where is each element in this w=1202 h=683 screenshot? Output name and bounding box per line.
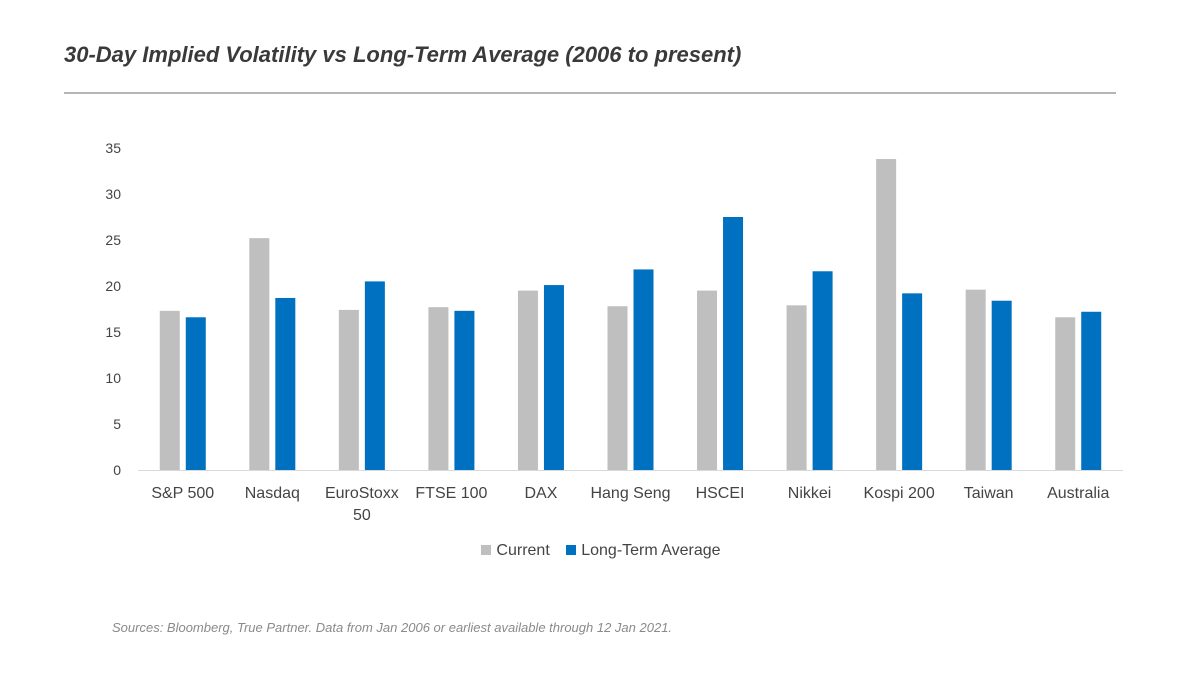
y-tick-label: 10 [105,370,121,386]
y-tick-label: 5 [113,416,121,432]
y-tick-label: 15 [105,324,121,340]
bar-current [338,309,359,470]
x-tick-label: Hang Seng [590,485,670,502]
legend: Current Long-Term Average [0,542,1202,560]
chart-title: 30-Day Implied Volatility vs Long-Term A… [64,42,742,67]
x-tick-label: Kospi 200 [864,485,935,502]
bar-long-term-average [543,285,564,470]
bar-long-term-average [902,293,923,470]
bar-current [428,307,449,470]
bar-current [876,159,897,471]
bar-long-term-average [723,217,744,470]
bar-long-term-average [991,300,1012,470]
y-tick-label: 30 [105,186,121,202]
x-tick-label: Australia [1047,485,1109,502]
legend-item-long-term: Long-Term Average [566,542,721,560]
bar-long-term-average [633,269,654,470]
x-tick-label: DAX [525,485,558,502]
legend-swatch-long-term [566,545,577,555]
x-tick-label: HSCEI [696,485,745,502]
bar-current [517,290,538,470]
bar-current [249,238,270,470]
bar-current [607,306,628,470]
bar-long-term-average [454,310,475,470]
bar-current [159,310,180,470]
bar-current [697,290,718,470]
bar-current [1055,317,1076,470]
title-divider [64,92,1116,94]
x-tick-label: Taiwan [964,485,1014,502]
y-tick-label: 0 [113,462,121,478]
y-tick-label: 35 [105,140,121,156]
y-tick-label: 20 [105,278,121,294]
x-tick-label: S&P 500 [151,485,214,502]
legend-label-current: Current [496,542,550,559]
x-tick-label: Nasdaq [245,485,300,502]
x-tick-label: EuroStoxx 50 [325,485,399,524]
y-tick-label: 25 [105,232,121,248]
legend-item-current: Current [481,542,550,560]
source-note: Sources: Bloomberg, True Partner. Data f… [112,620,673,635]
bar-long-term-average [185,317,206,470]
legend-label-long-term: Long-Term Average [581,542,721,559]
bar-current [786,305,807,470]
x-tick-label: FTSE 100 [415,485,487,502]
legend-swatch-current [481,545,492,555]
bars [159,159,1102,471]
bar-chart: 0 5 10 15 20 25 30 35 S&P 500 Nasdaq EuroStoxx 50 F… [105,140,1123,524]
x-axis-labels: S&P 500 Nasdaq EuroStoxx 50 FTSE 100 DAX Hang … [151,485,1109,524]
x-tick-label: Nikkei [788,485,832,502]
bar-long-term-average [275,297,296,470]
bar-long-term-average [812,271,833,470]
bar-current [965,289,986,470]
bar-long-term-average [364,281,385,470]
y-axis-ticks: 0 5 10 15 20 25 30 35 [105,140,121,478]
bar-long-term-average [1081,311,1102,470]
